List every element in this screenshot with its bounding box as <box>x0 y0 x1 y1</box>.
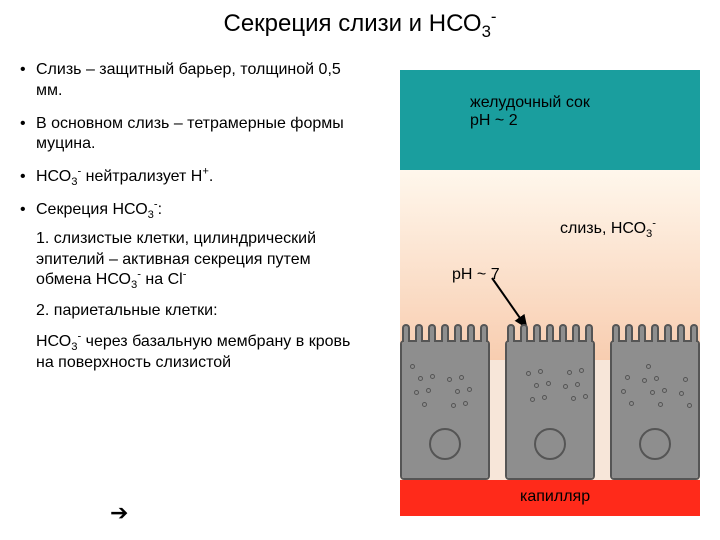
bullet-item: Секреция НСО3-:1. слизистые клетки, цили… <box>20 200 360 374</box>
secretory-vesicles <box>620 364 690 414</box>
secretory-vesicles <box>515 364 585 414</box>
epithelial-cell <box>610 340 700 480</box>
nucleus <box>429 428 461 460</box>
bullet-item: Слизь – защитный барьер, толщиной 0,5 мм… <box>20 60 360 102</box>
epithelial-cell <box>505 340 595 480</box>
bullet-sub-item: НСО3- через базальную мембрану в кровь н… <box>36 332 360 374</box>
microvilli <box>507 340 593 358</box>
slide-title: Секреция слизи и НСО3- <box>0 10 720 38</box>
bullet-list: Слизь – защитный барьер, толщиной 0,5 мм… <box>20 60 360 386</box>
nucleus <box>534 428 566 460</box>
microvilli <box>402 340 488 358</box>
gastric-label: желудочный сокрН ~ 2 <box>470 94 590 130</box>
epithelial-cell <box>400 340 490 480</box>
microvilli <box>612 340 698 358</box>
nucleus <box>639 428 671 460</box>
arrow-icon: ➔ <box>110 500 128 526</box>
capillary-label: капилляр <box>520 488 590 506</box>
diagram: желудочный сокрН ~ 2 слизь, НСО3- pH ~ 7… <box>400 70 700 516</box>
bullet-sub-item: 2. париетальные клетки: <box>36 301 360 322</box>
mucus-label: слизь, НСО3- <box>560 220 656 238</box>
bullet-item: НСО3- нейтрализует Н+. <box>20 167 360 188</box>
bullet-sub-item: 1. слизистые клетки, цилиндрический эпит… <box>36 229 360 291</box>
secretory-vesicles <box>410 364 480 414</box>
bullet-item: В основном слизь – тетрамерные формы муц… <box>20 114 360 156</box>
